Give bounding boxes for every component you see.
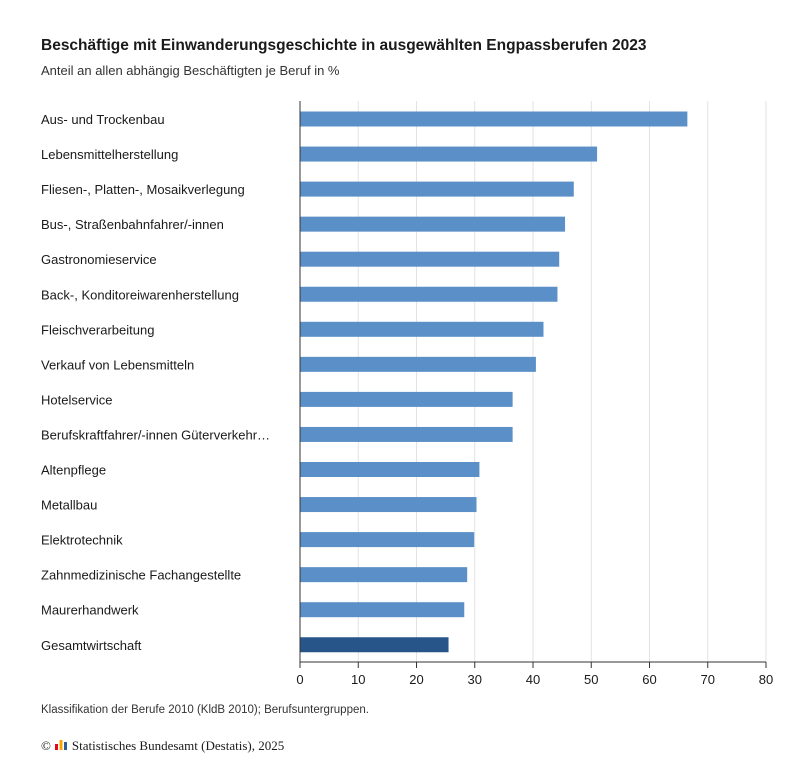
bar	[300, 497, 477, 513]
bar	[300, 216, 566, 232]
category-label: Altenpflege	[41, 463, 106, 478]
category-label: Berufskraftfahrer/-innen Güterverkehr…	[41, 427, 270, 442]
x-tick-label: 60	[642, 672, 656, 687]
bar	[300, 321, 544, 337]
category-label: Hotelservice	[41, 392, 113, 407]
chart-subtitle: Anteil an allen abhängig Beschäftigten j…	[41, 63, 340, 78]
category-label: Gastronomieservice	[41, 252, 157, 267]
bar	[300, 391, 513, 407]
x-tick-label: 0	[296, 672, 303, 687]
category-label: Aus- und Trockenbau	[41, 112, 165, 127]
x-tick-label: 40	[526, 672, 540, 687]
bar	[300, 426, 513, 442]
category-label: Fleischverarbeitung	[41, 322, 154, 337]
category-label: Maurerhandwerk	[41, 603, 139, 618]
category-label: Bus-, Straßenbahnfahrer/-innen	[41, 217, 224, 232]
x-tick-label: 20	[409, 672, 423, 687]
bar-highlight	[300, 637, 449, 653]
category-label: Back-, Konditoreiwarenherstellung	[41, 287, 239, 302]
category-label: Metallbau	[41, 498, 97, 513]
chart-title: Beschäftige mit Einwanderungsgeschichte …	[41, 37, 647, 54]
category-label: Zahnmedizinische Fachangestellte	[41, 568, 241, 583]
x-tick-label: 50	[584, 672, 598, 687]
bar-chart: 0 10 20 30 40 50 60 70 80 Aus- und Trockenbau Lebe…	[41, 101, 773, 687]
bar	[300, 567, 468, 583]
category-label: Gesamtwirtschaft	[41, 638, 142, 653]
bar	[300, 146, 598, 162]
copyright-symbol: ©	[41, 738, 51, 753]
source-credit: © Statistisches Bundesamt (Destatis), 20…	[41, 738, 284, 754]
bar	[300, 602, 465, 618]
bar	[300, 356, 536, 372]
bar	[300, 251, 560, 267]
footnote: Klassifikation der Berufe 2010 (KldB 201…	[41, 704, 369, 716]
x-tick-label: 30	[468, 672, 482, 687]
category-label: Elektrotechnik	[41, 533, 123, 548]
x-tick-label: 10	[351, 672, 365, 687]
bar	[300, 462, 480, 477]
bar	[300, 111, 688, 127]
x-tick-label: 70	[701, 672, 715, 687]
source-text: Statistisches Bundesamt (Destatis), 2025	[71, 738, 285, 753]
category-label: Fliesen-, Platten-, Mosaikverlegung	[41, 182, 245, 197]
category-label: Verkauf von Lebensmitteln	[41, 357, 194, 372]
x-tick-label: 80	[759, 672, 773, 687]
bar	[300, 532, 475, 548]
bar	[300, 286, 558, 302]
bar	[300, 181, 574, 197]
destatis-logo-icon	[54, 738, 68, 754]
category-label: Lebensmittelherstellung	[41, 147, 178, 162]
